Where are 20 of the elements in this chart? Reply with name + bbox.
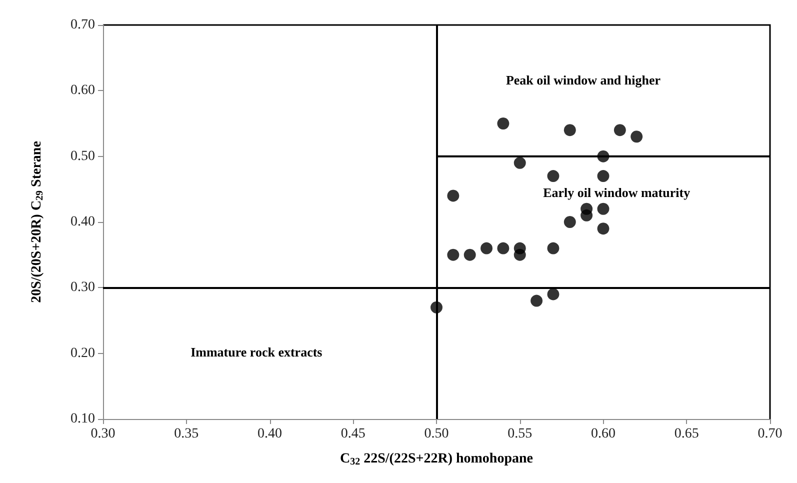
x-tick-label: 0.30 — [90, 426, 116, 442]
x-tick-label: 0.40 — [258, 426, 282, 442]
y-axis-title: 20S/(20S+20R) C29 Sterane — [30, 141, 46, 303]
annotation: Peak oil window and higher — [506, 72, 661, 88]
annotation: Immature rock extracts — [190, 344, 322, 360]
y-tick-label: 0.30 — [70, 280, 95, 296]
x-tick-label: 0.45 — [340, 426, 366, 442]
y-tick-label: 0.40 — [70, 214, 95, 230]
annotation: Early oil window maturity — [543, 184, 691, 200]
x-tick-label: 0.50 — [424, 426, 449, 442]
x-tick-label: 0.35 — [174, 426, 199, 442]
x-tick-label: 0.70 — [758, 426, 782, 442]
x-tick-label: 0.55 — [508, 426, 532, 442]
y-tick-label: 0.10 — [70, 412, 95, 426]
y-tick-label: 0.60 — [70, 83, 95, 98]
x-tick-label: 0.65 — [674, 426, 699, 442]
y-tick-label: 0.70 — [70, 18, 95, 32]
y-tick-label: 0.20 — [70, 346, 95, 361]
y-tick-label: 0.50 — [70, 148, 95, 164]
x-tick-label: 0.60 — [591, 426, 616, 442]
